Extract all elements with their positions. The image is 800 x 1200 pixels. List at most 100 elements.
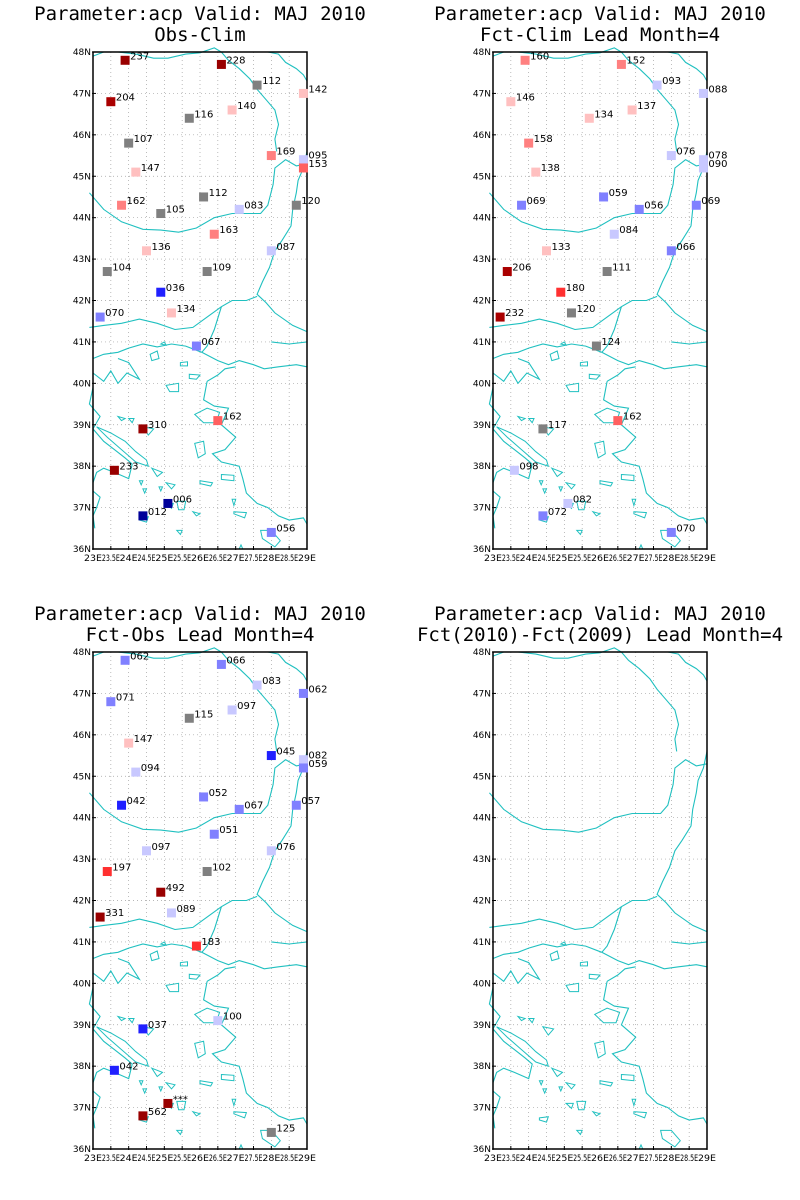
station-marker <box>634 204 644 214</box>
station-marker <box>124 738 134 748</box>
station-label: 052 <box>209 788 228 799</box>
map-panel-obs-clim: Parameter:acp Valid: MAJ 2010 Obs-Clim 4… <box>0 0 400 580</box>
station-label: 059 <box>308 759 327 770</box>
island-outline <box>550 1067 564 1078</box>
lon-tick-label: 24E <box>520 554 538 564</box>
station-label: 095 <box>308 151 327 162</box>
island-outline <box>633 1111 648 1119</box>
station-marker <box>591 341 601 351</box>
lon-tick-label: 23.5E <box>502 554 520 564</box>
island-outline <box>191 1110 202 1117</box>
coastline <box>667 51 708 82</box>
station-marker <box>298 88 308 98</box>
coastline <box>88 987 133 1083</box>
lon-tick-label: 25.5E <box>573 1154 591 1164</box>
station-label: 162 <box>127 196 146 207</box>
island-outline <box>558 486 564 493</box>
station-label: 006 <box>173 494 192 505</box>
lon-tick-label: 23E <box>84 1154 102 1164</box>
station-marker <box>138 424 148 434</box>
station-label: 162 <box>623 412 642 423</box>
station-label: 088 <box>708 84 727 95</box>
coastline <box>492 647 680 752</box>
island-outline <box>96 1026 150 1067</box>
lon-tick-label: 28.5E <box>280 1154 298 1164</box>
lat-tick-label: 47N <box>73 689 91 699</box>
island-outline <box>538 480 544 487</box>
station-marker <box>163 1098 173 1108</box>
island-outline <box>188 373 202 380</box>
station-marker <box>156 287 166 297</box>
station-marker <box>266 246 276 256</box>
lon-tick-label: 26E <box>591 1154 609 1164</box>
station-marker <box>138 1111 148 1121</box>
coastline <box>601 951 708 970</box>
lon-tick-label: 27.5E <box>245 554 263 564</box>
lon-tick-label: 24.5E <box>538 1154 556 1164</box>
coastline <box>602 981 708 1125</box>
lon-tick-label: 23.5E <box>102 1154 120 1164</box>
station-marker <box>666 151 676 161</box>
station-label: 232 <box>505 308 524 319</box>
panel-subtitle: Obs-Clim <box>154 24 246 46</box>
station-label: 107 <box>134 134 153 145</box>
island-outline <box>158 486 164 493</box>
station-label: 067 <box>201 337 220 348</box>
island-outline <box>179 361 188 367</box>
island-outline <box>588 973 602 980</box>
station-label: 094 <box>141 763 160 774</box>
island-outline <box>176 1100 187 1111</box>
coastline <box>201 951 308 970</box>
island-outline <box>579 961 588 967</box>
lat-tick-label: 37N <box>473 1104 491 1114</box>
lon-tick-label: 27E <box>627 1154 645 1164</box>
island-outline <box>165 982 180 993</box>
coastline <box>202 381 308 525</box>
coastline <box>92 1090 101 1129</box>
lon-tick-label: 26.5E <box>609 554 627 564</box>
station-marker <box>117 200 127 210</box>
station-label: 102 <box>212 863 231 874</box>
station-label: 117 <box>548 420 567 431</box>
island-outline <box>194 440 206 459</box>
coastline <box>667 651 708 682</box>
station-marker <box>542 246 551 256</box>
island-outline <box>659 1129 681 1148</box>
station-label: 111 <box>612 263 631 274</box>
station-marker <box>202 867 212 877</box>
station-marker <box>131 167 141 177</box>
lon-tick-label: 25E <box>555 1154 573 1164</box>
station-label: 012 <box>148 507 167 518</box>
station-label: 163 <box>219 225 238 236</box>
lon-tick-label: 26.5E <box>209 554 227 564</box>
station-label: 492 <box>166 883 185 894</box>
coastline <box>92 943 202 960</box>
station-marker <box>602 267 612 277</box>
station-marker <box>191 941 201 951</box>
station-marker <box>520 55 530 65</box>
station-label: 083 <box>244 200 263 211</box>
island-outline <box>564 1081 576 1090</box>
station-marker <box>517 200 527 210</box>
station-label: 120 <box>301 196 320 207</box>
panel-title: Parameter:acp Valid: MAJ 2010 <box>34 603 366 625</box>
station-label: 083 <box>262 676 281 687</box>
station-marker <box>627 105 637 115</box>
island-outline <box>231 498 237 508</box>
coastline <box>88 759 308 833</box>
station-label: 082 <box>573 494 592 505</box>
island-outline <box>220 1073 235 1082</box>
island-outline <box>542 1088 548 1095</box>
lat-tick-label: 42N <box>473 297 491 307</box>
lat-tick-label: 38N <box>473 1062 491 1072</box>
island-outline <box>220 473 235 482</box>
coastline <box>492 1090 501 1129</box>
station-label: 233 <box>119 461 138 472</box>
island-outline <box>149 950 160 962</box>
lat-tick-label: 41N <box>73 938 91 948</box>
lon-tick-label: 24.5E <box>138 554 156 564</box>
lon-tick-label: 29E <box>698 554 716 564</box>
coastline <box>601 351 708 370</box>
lon-tick-label: 25E <box>555 554 573 564</box>
lat-tick-label: 45N <box>73 772 91 782</box>
